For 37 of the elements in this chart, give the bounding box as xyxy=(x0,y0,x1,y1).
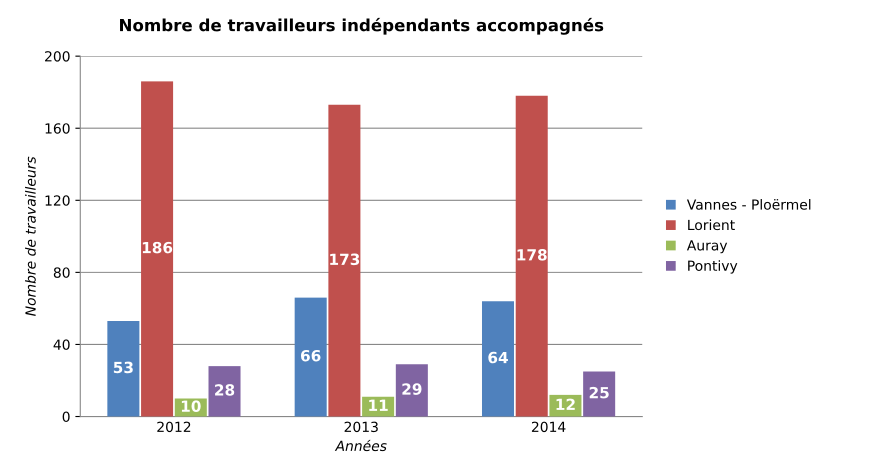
bar xyxy=(107,321,140,417)
data-label: 173 xyxy=(330,254,360,266)
bar xyxy=(516,96,548,417)
legend-label: Lorient xyxy=(688,219,735,230)
y-tick-label: 160 xyxy=(46,123,70,134)
chart-title: Nombre de travailleurs indépendants accompagnés xyxy=(120,18,604,35)
data-label: 53 xyxy=(114,362,133,374)
bar xyxy=(396,364,428,417)
data-label: 29 xyxy=(402,383,422,395)
y-tick-label: 120 xyxy=(46,195,70,206)
legend-label: Pontivy xyxy=(688,260,738,274)
data-label: 11 xyxy=(369,400,388,411)
data-label: 25 xyxy=(590,386,609,398)
bar xyxy=(328,104,360,417)
bar xyxy=(482,301,514,417)
bar xyxy=(583,371,616,417)
legend-label: Auray xyxy=(686,240,728,254)
data-label: 28 xyxy=(215,384,234,396)
y-axis-title: Nombre de travailleurs xyxy=(25,156,36,316)
bar xyxy=(141,81,174,417)
data-label: 186 xyxy=(142,242,172,254)
legend-label: Vannes - Ploërmel xyxy=(686,199,810,210)
data-label: 178 xyxy=(518,249,547,261)
x-axis-title: Années xyxy=(334,440,387,452)
y-tick-label: 200 xyxy=(45,51,70,62)
bar xyxy=(208,366,241,417)
data-label: 12 xyxy=(556,398,575,410)
x-tick-label: 2014 xyxy=(532,422,566,432)
data-label: 10 xyxy=(182,400,201,412)
data-label: 66 xyxy=(301,350,320,362)
y-tick-label: 40 xyxy=(54,339,70,350)
bar xyxy=(294,298,327,417)
x-tick-label: 2013 xyxy=(344,422,378,432)
data-label: 64 xyxy=(488,352,508,364)
x-tick-label: 2012 xyxy=(157,422,190,432)
y-tick-label: 0 xyxy=(62,411,70,422)
y-tick-label: 80 xyxy=(54,267,70,278)
